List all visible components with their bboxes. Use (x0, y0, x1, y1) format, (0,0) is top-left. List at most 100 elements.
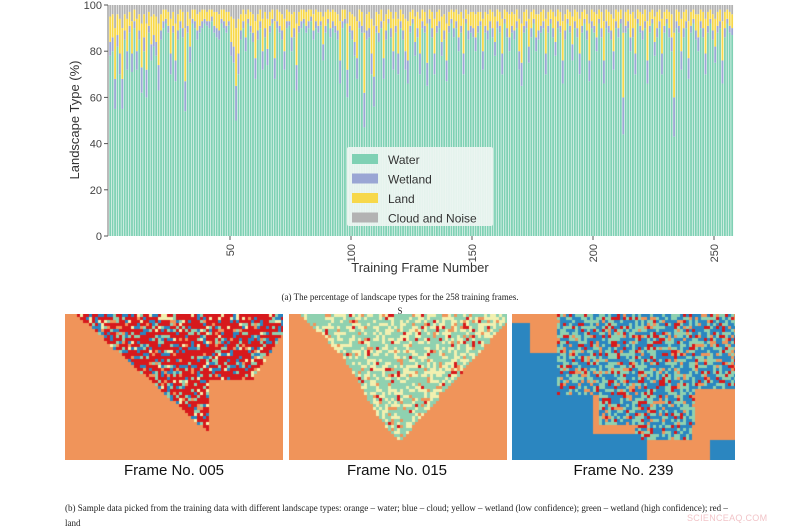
bar-wetland (726, 18, 729, 24)
bar-water (249, 32, 252, 236)
bar-cloud-and-noise (549, 5, 552, 10)
bar-land (344, 9, 346, 19)
bar-water (455, 28, 458, 236)
bar-land (121, 28, 124, 79)
bar-cloud-and-noise (411, 5, 414, 10)
bar-cloud-and-noise (191, 5, 194, 10)
bar-cloud-and-noise (542, 5, 545, 10)
bar-land (428, 9, 431, 19)
bar-land (128, 11, 131, 26)
bar-water (581, 32, 584, 236)
bar-land (399, 9, 402, 22)
bar-land (711, 14, 714, 31)
bar-land (242, 9, 245, 22)
bar-water (266, 65, 269, 236)
bar-wetland (489, 21, 492, 29)
bar-wetland (249, 25, 252, 33)
bar-land (118, 18, 121, 54)
bar-wetland (126, 51, 129, 70)
bar-water (213, 32, 216, 236)
bar-wetland (431, 28, 433, 38)
bar-land (152, 14, 155, 36)
bar-wetland (278, 25, 281, 33)
bar-cloud-and-noise (348, 5, 351, 12)
bar-wetland (157, 65, 160, 91)
bar-cloud-and-noise (469, 5, 472, 12)
bar-wetland (194, 21, 196, 29)
bar-wetland (223, 21, 225, 29)
bar-cloud-and-noise (598, 5, 600, 10)
bar-wetland (300, 21, 303, 29)
bar-cloud-and-noise (353, 5, 356, 17)
bar-land (690, 11, 692, 26)
bar-cloud-and-noise (169, 5, 172, 19)
bar-land (358, 9, 361, 22)
bar-wetland (298, 25, 300, 33)
bar-cloud-and-noise (317, 5, 320, 12)
bar-wetland (535, 37, 538, 52)
bar-wetland (544, 53, 547, 75)
bar-land (438, 9, 441, 22)
bar-land (680, 18, 683, 52)
bar-cloud-and-noise (235, 5, 237, 29)
bar-water (310, 21, 312, 237)
bar-cloud-and-noise (406, 5, 409, 22)
bar-water (264, 37, 266, 237)
bar-cloud-and-noise (547, 5, 550, 12)
bar-wetland (220, 18, 223, 24)
bar-cloud-and-noise (208, 5, 211, 10)
bar-water (230, 55, 233, 236)
bar-land (317, 11, 320, 26)
bar-water (210, 21, 213, 237)
bar-land (569, 11, 571, 26)
bar-water (252, 41, 254, 237)
bar-wetland (511, 25, 513, 33)
bar-water (540, 32, 542, 236)
bar-wetland (573, 21, 576, 29)
y-tick-label: 0 (96, 231, 102, 243)
bar-cloud-and-noise (661, 5, 663, 19)
bar-wetland (283, 51, 286, 70)
bar-water (206, 25, 208, 237)
bar-cloud-and-noise (472, 5, 475, 12)
bar-wetland (617, 28, 620, 38)
bar-wetland (673, 97, 675, 137)
legend-box (347, 147, 493, 226)
bar-land (670, 14, 673, 38)
bar-wetland (310, 16, 312, 22)
bar-land (697, 14, 700, 38)
bar-cloud-and-noise (194, 5, 196, 10)
bar-wetland (150, 44, 153, 61)
bar-wetland (414, 41, 417, 56)
bar-water (527, 62, 530, 236)
watermark: SCIENCEAQ.COM (687, 513, 768, 523)
bar-land (615, 9, 617, 22)
bar-cloud-and-noise (213, 5, 216, 12)
bar-wetland (557, 21, 559, 29)
bar-wetland (394, 25, 397, 33)
bar-water (353, 55, 356, 236)
bar-cloud-and-noise (520, 5, 523, 24)
bar-cloud-and-noise (515, 5, 518, 10)
bar-wetland (252, 32, 254, 42)
bar-wetland (259, 21, 262, 29)
bar-cloud-and-noise (174, 5, 177, 24)
y-tick-label: 80 (90, 46, 102, 58)
bar-wetland (271, 18, 274, 24)
bar-wetland (443, 30, 446, 40)
bar-land (194, 9, 196, 22)
bar-wetland (319, 21, 322, 26)
bar-land (131, 21, 133, 54)
bar-wetland (593, 25, 596, 33)
bar-water (602, 83, 605, 236)
bar-land (237, 18, 240, 54)
bar-cloud-and-noise (648, 5, 651, 12)
bar-land (542, 9, 545, 22)
bar-wetland (687, 58, 690, 79)
bar-wetland (600, 28, 603, 38)
bar-land (397, 18, 400, 54)
bar-wetland (694, 30, 697, 40)
bar-water (177, 39, 179, 237)
bar-land (540, 11, 542, 26)
bar-land (460, 11, 463, 26)
